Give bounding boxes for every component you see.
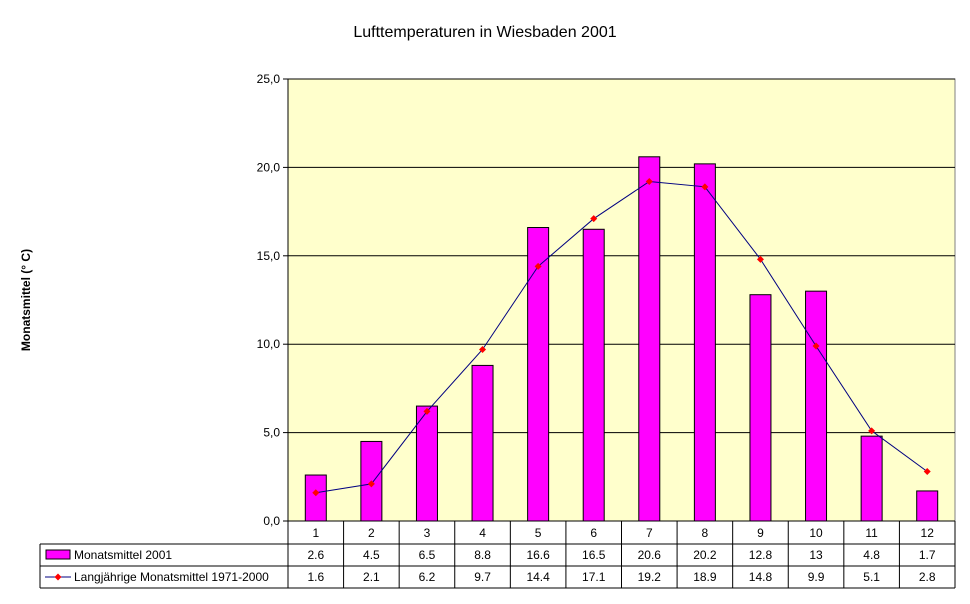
x-tick-label: 5 [535, 526, 542, 540]
bar [471, 364, 494, 522]
data-label: 18.9 [693, 570, 717, 584]
line-point [756, 255, 764, 263]
x-tick-label: 1 [312, 526, 319, 540]
data-label: 12.8 [749, 548, 773, 562]
y-axis-label: Monatsmittel (° C) [19, 249, 33, 351]
bar [638, 156, 661, 522]
line-point [367, 480, 375, 488]
data-label: 4.8 [863, 548, 880, 562]
bar [582, 228, 605, 522]
x-tick-label: 8 [702, 526, 709, 540]
bar [415, 405, 438, 522]
bar [693, 163, 716, 522]
data-label: 20.6 [638, 548, 662, 562]
bar [749, 294, 772, 522]
bar [805, 290, 828, 522]
series-line [315, 180, 928, 494]
data-label: 5.1 [863, 570, 880, 584]
y-tick-label: 5,0 [263, 426, 280, 440]
x-tick-label: 12 [921, 526, 935, 540]
data-label: 2.6 [307, 548, 324, 562]
data-label: 4.5 [363, 548, 380, 562]
data-label: 16.5 [582, 548, 606, 562]
data-label: 9.9 [808, 570, 825, 584]
line-point [479, 346, 487, 354]
line-point [312, 489, 320, 497]
bar [527, 227, 550, 522]
data-label: 14.8 [749, 570, 773, 584]
bar [916, 490, 939, 522]
legend-label: Langjährige Monatsmittel 1971-2000 [74, 570, 269, 584]
y-tick-label: 10,0 [257, 337, 281, 351]
data-label: 1.7 [919, 548, 936, 562]
data-label: 13 [809, 548, 823, 562]
plot-area [287, 78, 956, 522]
data-label: 19.2 [638, 570, 662, 584]
bar [860, 435, 883, 522]
data-label: 16.6 [526, 548, 550, 562]
y-tick-label: 15,0 [257, 249, 281, 263]
line-point [534, 262, 542, 270]
x-tick-label: 4 [479, 526, 486, 540]
data-label: 6.5 [419, 548, 436, 562]
data-label: 2.1 [363, 570, 380, 584]
bar [304, 474, 327, 522]
line-point [423, 407, 431, 415]
x-tick-label: 10 [809, 526, 823, 540]
line-point [590, 215, 598, 223]
x-tick-label: 9 [757, 526, 764, 540]
data-label: 8.8 [474, 548, 491, 562]
line-point [645, 178, 653, 186]
data-label: 6.2 [419, 570, 436, 584]
y-tick-label: 25,0 [257, 72, 281, 86]
data-label: 9.7 [474, 570, 491, 584]
y-tick-label: 0,0 [263, 514, 280, 528]
legend-label: Monatsmittel 2001 [74, 548, 172, 562]
line-point [812, 342, 820, 350]
plot-background [287, 78, 956, 522]
y-axis: 0,0 5,0 10,0 15,0 20,0 25,0 [257, 72, 289, 528]
data-label: 20.2 [693, 548, 717, 562]
data-label: 17.1 [582, 570, 606, 584]
x-tick-label: 3 [424, 526, 431, 540]
x-tick-label: 6 [590, 526, 597, 540]
line-point [923, 467, 931, 475]
data-label: 1.6 [307, 570, 324, 584]
data-label: 2.8 [919, 570, 936, 584]
line-point [868, 427, 876, 435]
legend-swatch-bar [45, 549, 71, 560]
y-tick-label: 20,0 [257, 160, 281, 174]
legend-swatch-marker [54, 573, 62, 581]
x-tick-label: 2 [368, 526, 375, 540]
x-tick-label: 11 [865, 526, 878, 540]
line-point [701, 183, 709, 191]
x-tick-label: 7 [646, 526, 653, 540]
data-label: 14.4 [526, 570, 550, 584]
chart-title: Lufttemperaturen in Wiesbaden 2001 [353, 24, 616, 41]
